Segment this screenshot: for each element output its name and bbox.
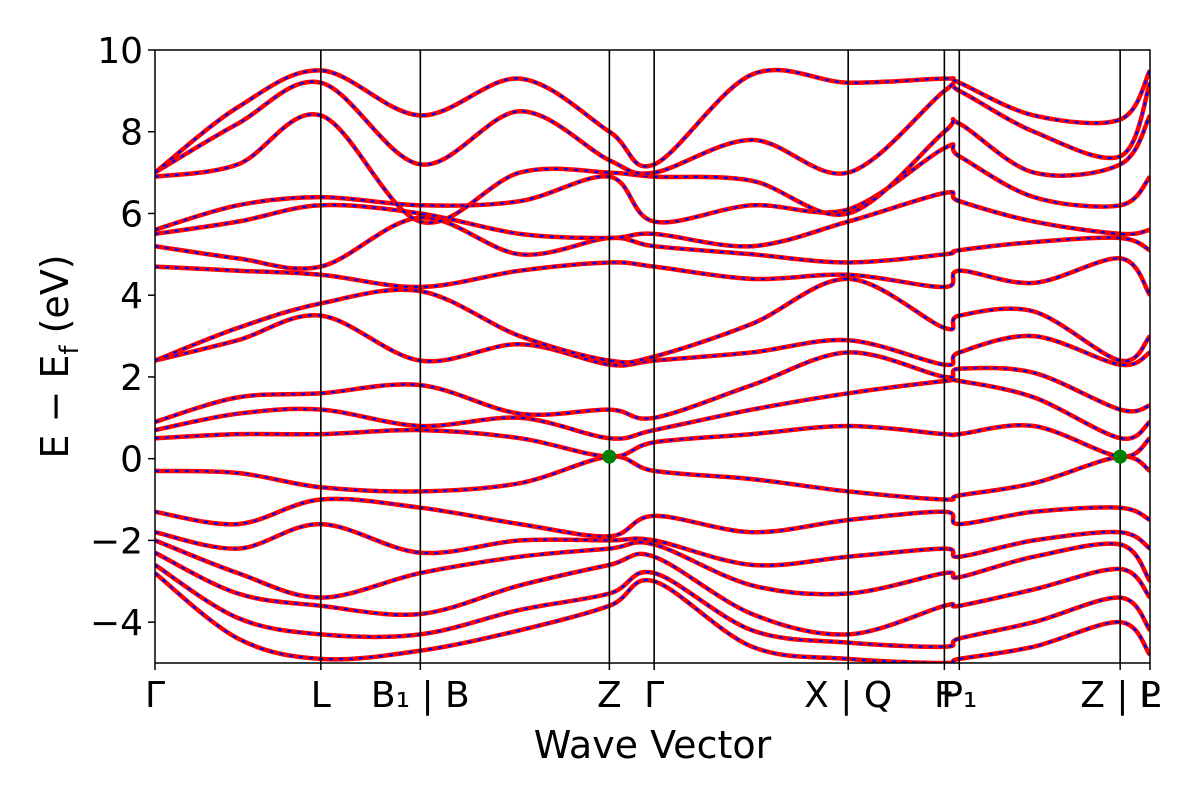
x-tick-label: L (311, 675, 331, 716)
x-tick-label: P (1139, 675, 1161, 716)
band-line-overlay-3 (155, 351, 1150, 423)
y-tick-label: 8 (120, 113, 143, 154)
band-line-overlay-13 (155, 497, 1150, 538)
band-line-overlay-18 (155, 572, 1150, 663)
band-line-5 (155, 276, 1150, 365)
y-axis-title-subscript: f (55, 345, 85, 355)
y-tick-label: −2 (90, 521, 143, 562)
band-line-4 (155, 313, 1150, 368)
band-line-11 (155, 79, 1150, 176)
band-line-0 (155, 454, 1150, 502)
y-tick-label: 2 (120, 358, 143, 399)
y-tick-label: 0 (120, 440, 143, 481)
y-tick-label: −4 (90, 603, 143, 644)
fermi-marker-1 (1113, 449, 1128, 464)
band-line-overlay-15 (155, 539, 1150, 599)
band-line-7 (155, 215, 1150, 271)
band-line-overlay-10 (155, 113, 1150, 224)
band-line-6 (155, 256, 1150, 297)
band-line-overlay-1 (155, 424, 1150, 458)
x-tick-label: Γ (644, 675, 664, 716)
plot-frame (154, 49, 1151, 664)
band-line-overlay-5 (155, 277, 1150, 364)
band-line-overlay-6 (155, 257, 1150, 296)
band-line-17 (155, 563, 1150, 650)
band-line-overlay-14 (155, 522, 1150, 567)
y-axis-title: E − Ef (eV) (33, 254, 85, 458)
band-line-overlay-12 (155, 68, 1150, 174)
kpoint-dividers (320, 50, 1121, 663)
band-line-overlay-16 (155, 551, 1150, 636)
y-axis-title-main: E − E (33, 355, 77, 459)
x-tick-label: X | Q (804, 675, 892, 716)
band-line-18 (155, 571, 1150, 663)
band-line-overlay-8 (155, 191, 1150, 248)
x-tick-label: B₁ | B (371, 675, 470, 716)
y-tick-label: 10 (97, 31, 143, 72)
x-tick-label: Z | L (1080, 675, 1160, 716)
y-axis-title-unit: (eV) (33, 254, 77, 345)
band-line-overlay-9 (155, 143, 1150, 231)
x-tick-label: F (934, 675, 955, 716)
y-tick-label: 6 (120, 194, 143, 235)
band-lines (155, 67, 1150, 663)
y-tick-label: 4 (120, 276, 143, 317)
band-line-overlay-11 (155, 80, 1150, 175)
x-axis-title: Wave Vector (534, 723, 772, 767)
x-tick-label: Z (597, 675, 622, 716)
band-line-overlay-2 (155, 378, 1150, 440)
x-tick-label: Γ (145, 675, 165, 716)
band-line-overlay-0 (155, 455, 1150, 501)
fermi-marker-0 (602, 449, 617, 464)
y-axis: 10 8 6 4 2 0 −2 −4 (90, 31, 155, 644)
x-tick-label: P₁ (941, 675, 977, 716)
fermi-markers (602, 449, 1128, 464)
